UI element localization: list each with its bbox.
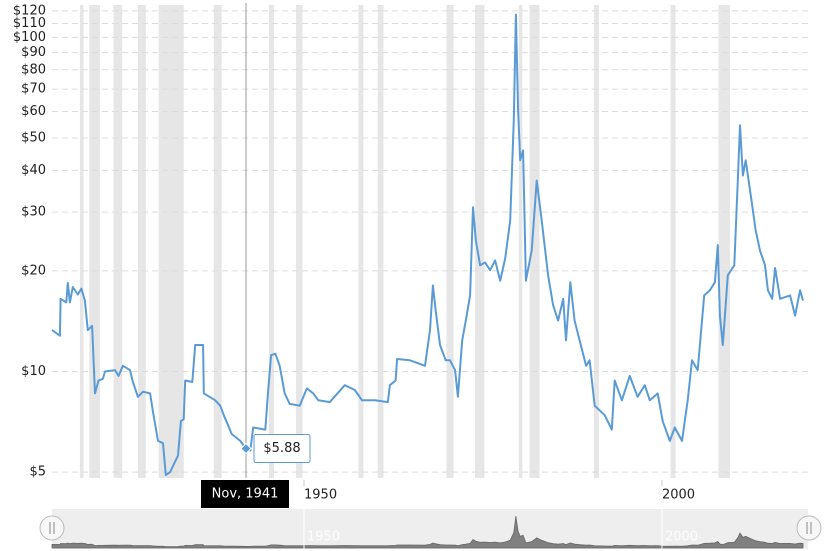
date-tooltip: Nov, 1941: [212, 487, 279, 502]
y-tick-label: $10: [21, 364, 46, 379]
price-line: [51, 13, 804, 476]
y-tick-label: $90: [21, 45, 46, 60]
y-tick-label: $60: [21, 104, 46, 119]
value-tooltip-box: [253, 434, 311, 464]
y-tick-label: $5: [29, 465, 46, 480]
plot: $5 $10 $20 $30 $40 $50 $60 $70 $80 $90$100$110$12…: [13, 3, 808, 508]
y-tick-label: $20: [21, 263, 46, 278]
recession-band: [670, 5, 676, 478]
navigator-handle-right[interactable]: [796, 515, 822, 541]
recession-band: [718, 5, 730, 478]
navigator-label: 1950: [307, 530, 340, 545]
recession-band: [213, 5, 222, 478]
navigator: 1950 2000: [51, 509, 804, 549]
x-tick-label: 1950: [304, 488, 337, 503]
navigator-area: [51, 515, 804, 549]
recession-band: [268, 5, 274, 478]
y-tick-label: $40: [21, 163, 46, 178]
value-tooltip: $5.88: [263, 441, 300, 456]
y-tick-label: $30: [21, 205, 46, 220]
recession-band: [137, 5, 146, 478]
recession-band: [296, 5, 303, 478]
recession-band: [518, 5, 523, 478]
date-tooltip-box: [201, 480, 290, 508]
recession-band: [475, 5, 485, 478]
y-tick-label: $120: [13, 3, 46, 18]
y-tick-label: $50: [21, 130, 46, 145]
recession-band: [79, 5, 84, 478]
recession-band: [89, 5, 100, 478]
recession-band: [113, 5, 123, 478]
navigator-label: 2000: [665, 530, 698, 545]
recession-band: [593, 5, 599, 478]
recession-band: [446, 5, 454, 478]
y-tick-label: $70: [21, 82, 46, 97]
recession-band: [529, 5, 540, 478]
recession-band: [158, 5, 184, 478]
y-tick-label: $100: [13, 30, 46, 45]
recession-band: [358, 5, 364, 478]
y-tick-label: $80: [21, 62, 46, 77]
hover-marker: [240, 442, 252, 455]
x-tick-label: 2000: [662, 488, 695, 503]
navigator-handle-left[interactable]: [39, 515, 65, 541]
navigator-bg: [52, 509, 808, 549]
y-tick-label: $110: [13, 16, 46, 31]
recession-band: [377, 5, 384, 478]
